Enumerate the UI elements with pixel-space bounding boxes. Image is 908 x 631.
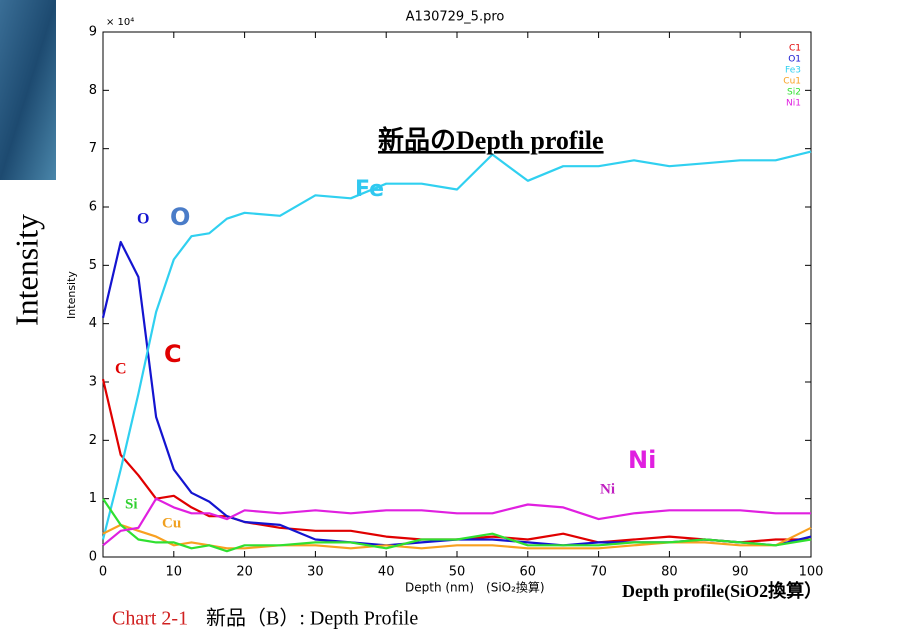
x-tick-label: 20 xyxy=(236,565,253,580)
background-image xyxy=(0,0,56,180)
annotation: Cu xyxy=(162,515,181,531)
data-line xyxy=(103,499,811,546)
plot-frame xyxy=(103,32,811,557)
x-tick-label: 10 xyxy=(166,565,183,580)
data-line xyxy=(103,152,811,540)
chart: A130729_5.pro × 10⁴ Intensity Depth (nm)… xyxy=(0,0,908,631)
y-tick-label: 7 xyxy=(89,141,97,156)
chart-title: A130729_5.pro xyxy=(406,10,505,25)
axis-multiplier: × 10⁴ xyxy=(106,17,134,28)
x-tick-label: 60 xyxy=(520,565,537,580)
annotation: Si xyxy=(125,496,138,512)
legend-entry: Fe3 xyxy=(785,66,801,76)
annotation: C xyxy=(164,340,182,368)
x-tick-label: 100 xyxy=(799,565,824,580)
y-tick-label: 0 xyxy=(89,550,97,565)
x-tick-label: 40 xyxy=(378,565,395,580)
x-tick-label: 70 xyxy=(590,565,607,580)
y-tick-label: 8 xyxy=(89,83,97,98)
data-line xyxy=(103,379,811,542)
annotation: 新品のDepth profile xyxy=(378,125,604,155)
annotation: Depth profile(SiO2換算） xyxy=(622,580,822,602)
annotation: O xyxy=(137,211,149,228)
y-tick-label: 4 xyxy=(89,316,97,331)
annotation: O xyxy=(170,203,190,231)
y-axis-label: Intensity xyxy=(65,271,78,319)
legend-entry: Cu1 xyxy=(783,77,801,87)
annotation: C xyxy=(115,361,127,378)
data-line xyxy=(103,242,811,545)
annotation: Intensity xyxy=(8,214,44,326)
x-tick-label: 90 xyxy=(732,565,749,580)
x-tick-label: 0 xyxy=(99,565,107,580)
y-tick-label: 2 xyxy=(89,433,97,448)
annotation: Fe xyxy=(355,177,384,202)
caption-label: Chart 2-1 xyxy=(112,608,188,630)
caption-text: 新品（B）: Depth Profile xyxy=(206,607,418,630)
y-tick-label: 3 xyxy=(89,375,97,390)
x-tick-label: 50 xyxy=(449,565,466,580)
y-tick-label: 5 xyxy=(89,258,97,273)
legend-entry: Si2 xyxy=(787,88,801,98)
annotation: Ni xyxy=(600,481,615,497)
y-tick-label: 9 xyxy=(89,25,97,40)
page: A130729_5.pro × 10⁴ Intensity Depth (nm)… xyxy=(0,0,908,631)
y-tick-label: 6 xyxy=(89,200,97,215)
x-axis-label: Depth (nm) (SiO₂換算) xyxy=(405,580,545,595)
legend-entry: O1 xyxy=(788,55,801,65)
y-tick-label: 1 xyxy=(89,491,97,506)
x-tick-label: 80 xyxy=(661,565,678,580)
legend-entry: C1 xyxy=(789,44,801,54)
annotation: Ni xyxy=(628,446,656,474)
legend-entry: Ni1 xyxy=(786,99,801,109)
x-tick-label: 30 xyxy=(307,565,324,580)
